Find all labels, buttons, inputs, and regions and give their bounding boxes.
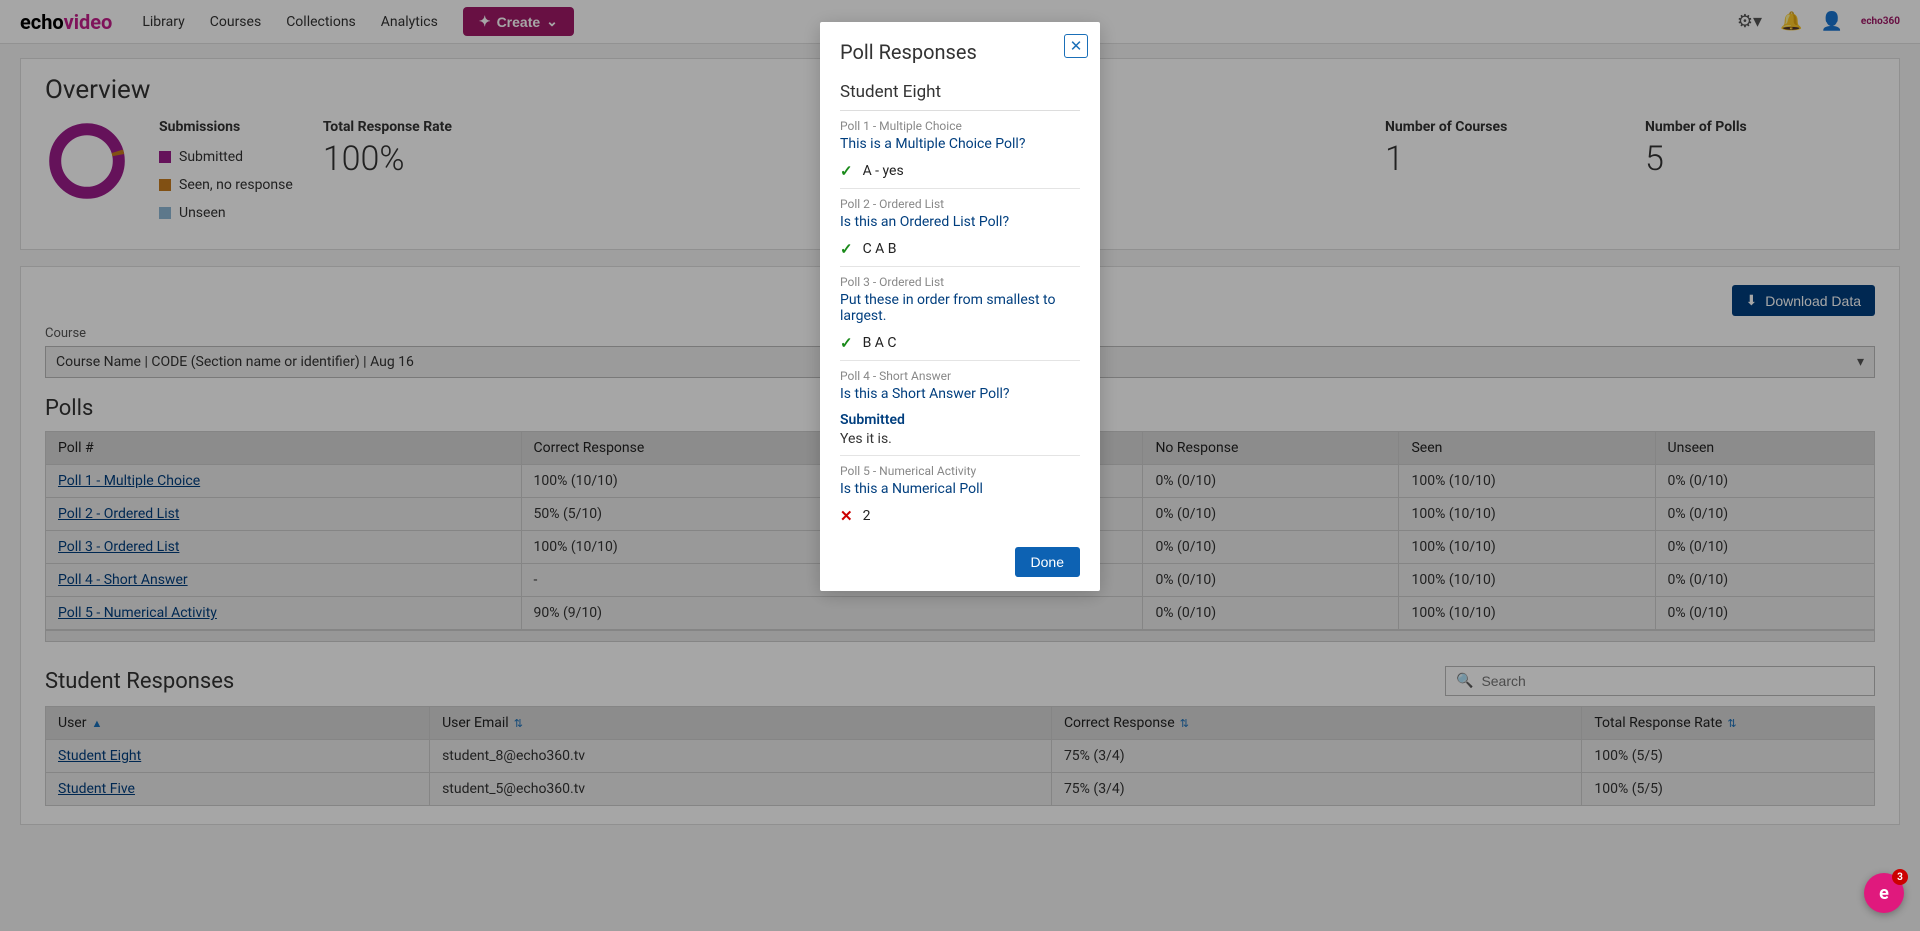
poll-question: Is this a Numerical Poll — [840, 481, 1080, 497]
poll-response-block: Poll 4 - Short Answer Is this a Short An… — [840, 360, 1080, 455]
check-icon: ✓ — [840, 334, 853, 352]
poll-response-block: Poll 5 - Numerical Activity Is this a Nu… — [840, 455, 1080, 533]
check-icon: ✓ — [840, 240, 853, 258]
poll-question: This is a Multiple Choice Poll? — [840, 136, 1080, 152]
poll-meta: Poll 5 - Numerical Activity — [840, 464, 1080, 478]
answer-text: B A C — [863, 335, 897, 351]
poll-question: Is this an Ordered List Poll? — [840, 214, 1080, 230]
answer-text: A - yes — [863, 163, 904, 179]
modal-close-button[interactable]: ✕ — [1064, 34, 1088, 58]
answer-text: 2 — [863, 508, 871, 524]
poll-responses-modal: ✕ Poll Responses Student Eight Poll 1 - … — [820, 22, 1100, 591]
check-icon: ✓ — [840, 162, 853, 180]
modal-title: Poll Responses — [840, 40, 1080, 64]
modal-student-name: Student Eight — [840, 82, 1080, 102]
poll-meta: Poll 1 - Multiple Choice — [840, 119, 1080, 133]
help-fab[interactable]: e 3 — [1864, 873, 1904, 913]
fab-letter: e — [1879, 883, 1889, 904]
poll-meta: Poll 4 - Short Answer — [840, 369, 1080, 383]
done-button[interactable]: Done — [1015, 547, 1080, 577]
submitted-text: Yes it is. — [840, 431, 1080, 447]
poll-question: Is this a Short Answer Poll? — [840, 386, 1080, 402]
answer-text: C A B — [863, 241, 897, 257]
submitted-label: Submitted — [840, 412, 1080, 428]
poll-response-block: Poll 2 - Ordered List Is this an Ordered… — [840, 188, 1080, 266]
poll-meta: Poll 3 - Ordered List — [840, 275, 1080, 289]
poll-meta: Poll 2 - Ordered List — [840, 197, 1080, 211]
poll-question: Put these in order from smallest to larg… — [840, 292, 1080, 324]
fab-badge: 3 — [1892, 869, 1908, 885]
poll-response-block: Poll 1 - Multiple Choice This is a Multi… — [840, 110, 1080, 188]
poll-response-block: Poll 3 - Ordered List Put these in order… — [840, 266, 1080, 360]
cross-icon: ✕ — [840, 507, 853, 525]
